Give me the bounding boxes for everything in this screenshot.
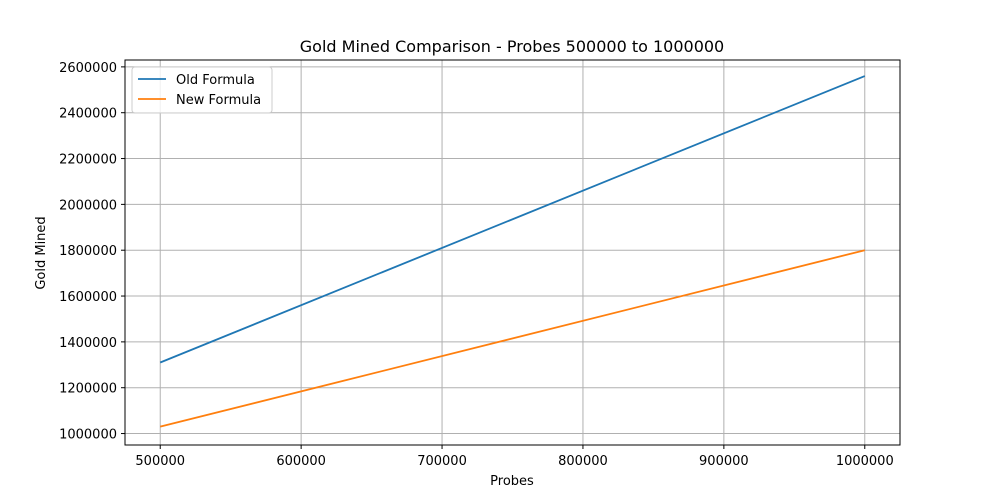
y-tick-label: 1600000 xyxy=(59,290,117,305)
plot-frame xyxy=(124,59,901,446)
x-tick-label: 500000 xyxy=(135,454,185,469)
legend: Old Formula New Formula xyxy=(131,66,273,114)
y-axis-label: Gold Mined xyxy=(34,216,49,289)
y-tick-label: 1400000 xyxy=(59,336,117,351)
legend-label: Old Formula xyxy=(176,73,255,88)
y-tick-label: 2600000 xyxy=(59,61,117,76)
y-tick-label: 1000000 xyxy=(59,428,117,443)
y-tick-label: 1200000 xyxy=(59,382,117,397)
y-tick-label: 2000000 xyxy=(59,198,117,213)
series-line-1 xyxy=(159,75,866,364)
legend-label: New Formula xyxy=(176,93,261,108)
x-axis-label: Probes xyxy=(490,474,534,489)
legend-box xyxy=(131,66,273,114)
series-line-2 xyxy=(160,249,865,428)
y-tick-label: 1800000 xyxy=(59,244,117,259)
grid xyxy=(125,60,900,445)
x-tick-label: 1000000 xyxy=(836,454,894,469)
y-tick-label: 2400000 xyxy=(59,107,117,122)
x-tick-label: 600000 xyxy=(276,454,326,469)
x-axis: 500000 600000 700000 800000 900000 1000000 xyxy=(135,445,894,469)
x-tick-label: 800000 xyxy=(558,454,608,469)
y-tick-label: 2200000 xyxy=(59,153,117,168)
x-tick-label: 700000 xyxy=(417,454,467,469)
y-axis: 1000000 1200000 1400000 1600000 1800000 20000… xyxy=(59,61,125,443)
chart-title: Gold Mined Comparison - Probes 500000 to… xyxy=(300,37,724,56)
x-tick-label: 900000 xyxy=(699,454,749,469)
series-lines xyxy=(159,75,866,428)
